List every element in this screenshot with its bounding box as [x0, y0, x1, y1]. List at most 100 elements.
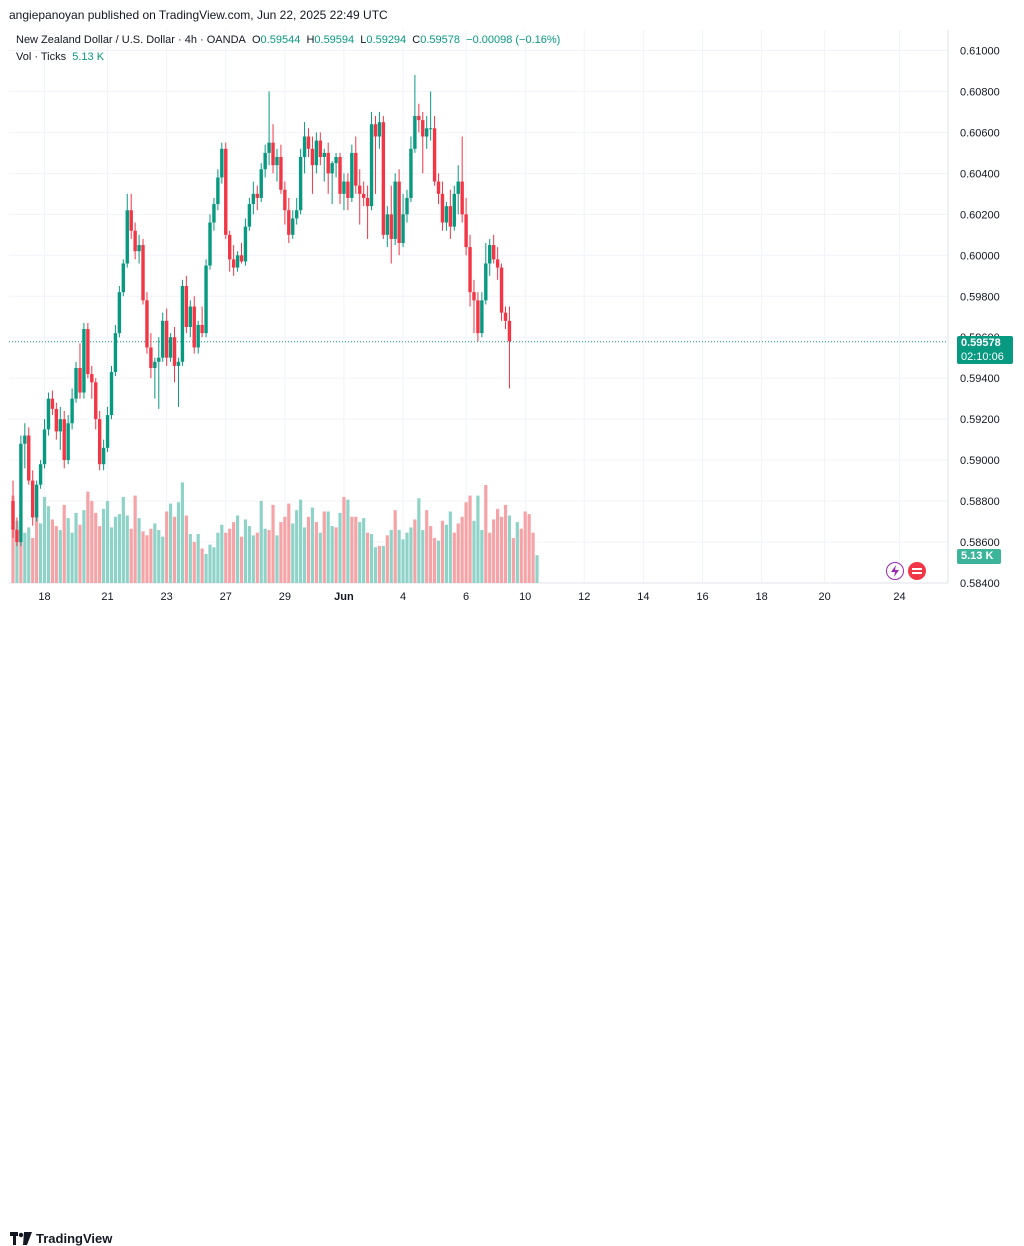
candle-body: [46, 398, 51, 430]
candle-body: [484, 263, 488, 301]
candle-body: [216, 177, 220, 205]
candle-body: [157, 357, 161, 362]
candle-body: [468, 247, 472, 293]
time-tick-label: 18: [38, 591, 50, 603]
time-tick-label: 21: [101, 591, 113, 603]
time-tick-label: 20: [819, 591, 831, 603]
candle-body: [180, 286, 185, 362]
time-tick-label: 4: [400, 591, 406, 603]
volume-bar: [362, 518, 366, 583]
volume-bar: [251, 535, 255, 583]
candle-body: [294, 210, 299, 219]
candle-body: [507, 320, 512, 342]
candle-body: [472, 292, 476, 301]
candle-body: [243, 226, 248, 262]
volume-bar: [188, 534, 192, 583]
volume-bar: [393, 510, 397, 583]
volume-bar: [255, 532, 259, 583]
time-tick-label: 29: [279, 591, 291, 603]
candle-body: [109, 372, 114, 416]
volume-bar: [192, 541, 196, 583]
volume-bar: [342, 496, 346, 583]
volume-bar: [322, 511, 326, 583]
candle-body: [31, 480, 35, 518]
volume-bar: [169, 503, 173, 583]
candle-body: [101, 447, 106, 465]
candle-body: [247, 204, 252, 227]
candle-body: [23, 435, 27, 444]
candle-body: [428, 128, 433, 130]
volume-bar: [511, 537, 515, 583]
candle-body: [19, 443, 23, 543]
time-axis[interactable]: 18 21 23 27 29 Jun 4 6 10 12 14 16 18 20 24: [38, 591, 905, 603]
volume-bar: [105, 500, 110, 583]
candle-body: [204, 265, 208, 334]
volume-bar: [117, 514, 121, 583]
volume-bar: [66, 518, 70, 583]
tradingview-logo-icon[interactable]: [10, 1232, 32, 1246]
candle-body: [279, 156, 283, 190]
candle-body: [267, 142, 271, 153]
volume-bar: [389, 530, 393, 583]
volume-bar: [476, 495, 480, 583]
volume-bar: [429, 526, 433, 583]
volume-bar: [369, 534, 374, 583]
volume-bar: [31, 537, 35, 583]
symbol-legend[interactable]: New Zealand Dollar / U.S. Dollar · 4h · …: [16, 34, 560, 46]
candle-body: [365, 197, 370, 207]
volume-bar: [243, 519, 248, 583]
candle-body: [192, 306, 196, 348]
candle-body: [499, 267, 504, 313]
volume-bar: [318, 532, 322, 583]
candle-body: [342, 181, 346, 194]
high-value: 0.59594: [314, 34, 355, 46]
time-tick-label: 14: [637, 591, 649, 603]
time-tick-label: 6: [463, 591, 469, 603]
candle-body: [50, 398, 55, 409]
volume-bar: [519, 528, 523, 583]
volume-bar: [267, 530, 271, 583]
candle-body: [208, 222, 212, 266]
volume-bar: [448, 511, 452, 583]
low-value: 0.59294: [366, 34, 407, 46]
volume-bar: [74, 512, 78, 583]
volume-legend[interactable]: Vol · Ticks 5.13 K: [16, 51, 104, 63]
volume-bar: [19, 530, 23, 583]
volume-bar: [102, 508, 106, 583]
candle-body: [125, 210, 129, 264]
top-bar: angiepanoyan published on TradingView.co…: [0, 0, 1024, 28]
volume-bar: [338, 512, 342, 583]
volume-bar: [216, 532, 220, 583]
volume-bar: [346, 499, 350, 583]
volume-bar: [409, 527, 413, 583]
volume-bar: [145, 535, 149, 583]
last-price-tag: 0.59578: [957, 336, 1013, 350]
volume-bar: [354, 516, 358, 583]
candle-body: [488, 245, 492, 264]
flag-icon[interactable]: [908, 562, 926, 580]
volume-bar: [417, 498, 421, 583]
candle-body: [113, 333, 118, 373]
price-tick-label: 0.60800: [960, 86, 1000, 98]
volume-bar: [488, 532, 492, 583]
price-tick-label: 0.59200: [960, 414, 1000, 426]
candle-body: [503, 312, 508, 321]
volume-bar: [180, 482, 185, 583]
candle-body: [393, 181, 397, 239]
candle-body: [176, 361, 181, 366]
last-volume-tag: 5.13 K: [957, 549, 1001, 564]
volume-bar: [385, 535, 389, 583]
candle-body: [302, 136, 307, 157]
volume-bar: [38, 523, 43, 583]
candle-body: [354, 152, 358, 186]
time-tick-label: 12: [578, 591, 590, 603]
volume-bar: [35, 506, 39, 583]
candle-body: [495, 259, 500, 268]
price-axis[interactable]: 0.61000 0.60800 0.60600 0.60400 0.60200 0.600…: [960, 45, 1000, 590]
candle-body: [58, 419, 62, 432]
price-chart[interactable]: 0.61000 0.60800 0.60600 0.60400 0.60200 0.600…: [0, 0, 1024, 642]
volume-bar: [366, 532, 370, 583]
flash-icon[interactable]: [886, 562, 904, 580]
volume-bar: [129, 528, 133, 583]
candle-body: [397, 181, 401, 244]
